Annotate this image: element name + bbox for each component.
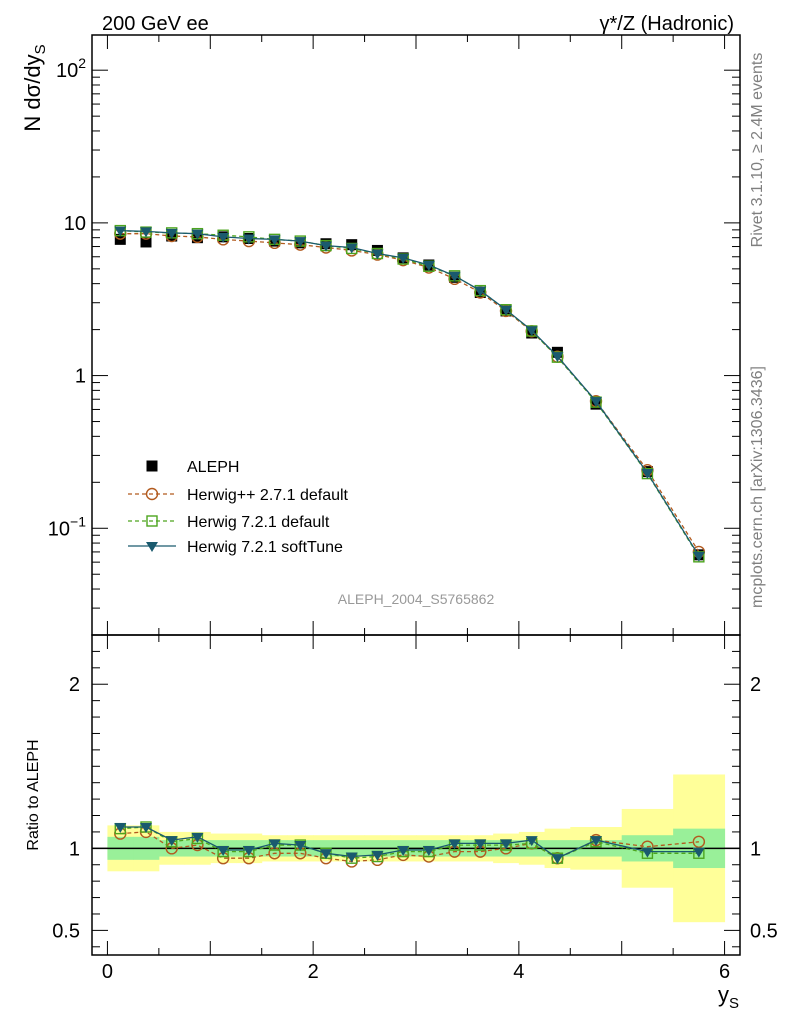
header-left: 200 GeV ee xyxy=(102,13,209,35)
legend-label: Herwig++ 2.7.1 default xyxy=(187,487,349,504)
ratio-y-tick-label: 1 xyxy=(69,838,80,860)
ratio-point-herwig-7-2-1-softtune xyxy=(320,849,332,860)
header-right: γ*/Z (Hadronic) xyxy=(600,13,734,35)
ratio-y-tick-label: 0.5 xyxy=(52,920,80,942)
series-line-herwig-2-7-1-default xyxy=(120,233,700,553)
point-aleph xyxy=(140,236,152,248)
mcplots-label: mcplots.cern.ch [arXiv:1306.3436] xyxy=(749,366,766,608)
legend-marker xyxy=(146,515,158,527)
point-herwig-7-2-1-softtune xyxy=(371,249,384,260)
point-herwig-7-2-1-softtune xyxy=(692,551,705,562)
ratio-point-herwig-7-2-1-softtune xyxy=(422,845,435,856)
ratio-uncertainty-bands xyxy=(92,774,740,923)
ratio-y-tick-label: 2 xyxy=(69,674,80,696)
ratio-point-herwig-7-2-1-softtune xyxy=(641,847,654,858)
point-herwig-7-2-1-softtune xyxy=(191,229,204,240)
x-tick-label: 2 xyxy=(308,961,319,983)
ratio-point-herwig-7-2-1-softtune xyxy=(448,839,461,850)
ratio-point-herwig-7-2-1-softtune xyxy=(268,839,281,850)
series-line-herwig-7-2-1-default xyxy=(120,229,700,558)
point-herwig-7-2-1-softtune xyxy=(525,326,538,337)
point-herwig-7-2-1-softtune xyxy=(448,271,461,282)
ratio-point-herwig-2-7-1-default xyxy=(692,835,706,848)
ratio-point-herwig-7-2-1-softtune xyxy=(165,836,178,847)
point-herwig-7-2-1-softtune xyxy=(345,243,358,254)
x-axis-title: yS xyxy=(718,982,739,1012)
ratio-point-herwig-7-2-1-softtune xyxy=(397,845,410,856)
point-herwig-7-2-1-softtune xyxy=(641,469,654,480)
legend-marker xyxy=(146,460,158,472)
legend-entry: ALEPH xyxy=(146,459,239,476)
y-tick-label: 10−1 xyxy=(48,513,86,540)
point-herwig-7-2-1-softtune xyxy=(474,286,487,297)
ratio-point-herwig-7-2-1-softtune xyxy=(294,841,307,852)
point-herwig-7-2-1-softtune xyxy=(551,352,564,363)
legend-entry: Herwig++ 2.7.1 default xyxy=(128,487,349,504)
y-tick-label: 1 xyxy=(75,366,86,388)
ratio-point-herwig-7-2-1-softtune xyxy=(242,845,255,856)
x-tick-label: 6 xyxy=(719,961,730,983)
ratio-plot-marks xyxy=(114,821,706,868)
ratio-frame xyxy=(91,634,741,956)
y-tick-label: 10 xyxy=(64,213,86,235)
legend: ALEPH Herwig++ 2.7.1 default Herwig 7.2.1 … xyxy=(128,459,349,556)
legend-label: Herwig 7.2.1 softTune xyxy=(187,539,343,556)
main-y-axis-title: N dσ/dyS xyxy=(20,44,49,131)
rivet-label: Rivet 3.1.10, ≥ 2.4M events xyxy=(749,53,766,248)
point-herwig-7-2-1-softtune xyxy=(165,228,178,239)
legend-entry: Herwig 7.2.1 default xyxy=(128,514,330,531)
svg-text:yS: yS xyxy=(718,982,739,1012)
ratio-point-herwig-7-2-1-softtune xyxy=(500,839,512,850)
point-herwig-7-2-1-softtune xyxy=(217,232,230,243)
ratio-point-herwig-7-2-1-softtune xyxy=(474,839,487,850)
x-tick-label: 0 xyxy=(102,961,113,983)
point-herwig-7-2-1-softtune xyxy=(294,237,307,248)
point-herwig-7-2-1-softtune xyxy=(268,235,281,246)
ratio-point-herwig-7-2-1-softtune xyxy=(590,836,602,847)
ratio-point-herwig-7-2-1-softtune xyxy=(551,854,564,865)
ratio-point-herwig-7-2-1-softtune xyxy=(140,823,152,833)
ratio-point-herwig-7-2-1-softtune xyxy=(191,832,204,843)
ratio-point-herwig-7-2-1-softtune xyxy=(371,850,384,861)
axes: 0 2 4 6 10−1 1 10 102 0.5 0.5 1 1 2 2 xyxy=(48,34,778,983)
ratio-y-axis-title: Ratio to ALEPH xyxy=(25,739,42,850)
ratio-point-herwig-7-2-1-softtune xyxy=(114,823,127,833)
ratio-point-herwig-7-2-1-softtune xyxy=(217,845,230,856)
ratio-y-tick-label-right: 1 xyxy=(750,838,761,860)
x-tick-label: 4 xyxy=(513,961,524,983)
point-herwig-7-2-1-softtune xyxy=(320,241,332,252)
ratio-point-herwig-7-2-1-softtune xyxy=(525,836,538,847)
ratio-point-herwig-7-2-1-softtune xyxy=(345,852,358,863)
ratio-y-tick-label-right: 2 xyxy=(750,674,761,696)
analysis-watermark: ALEPH_2004_S5765862 xyxy=(338,591,495,607)
point-herwig-7-2-1-softtune xyxy=(500,305,512,316)
series-line-herwig-7-2-1-softtune xyxy=(120,229,700,557)
legend-label: ALEPH xyxy=(187,459,239,476)
point-herwig-7-2-1-softtune xyxy=(140,227,152,238)
point-herwig-7-2-1-softtune xyxy=(590,397,602,408)
legend-label: Herwig 7.2.1 default xyxy=(187,514,330,531)
legend-marker xyxy=(145,487,159,501)
point-herwig-7-2-1-softtune xyxy=(422,260,435,271)
main-plot-marks xyxy=(114,224,706,563)
point-herwig-7-2-1-softtune xyxy=(397,253,410,264)
legend-entry: Herwig 7.2.1 softTune xyxy=(128,539,343,556)
legend-marker xyxy=(146,542,158,552)
point-herwig-7-2-1-softtune xyxy=(242,234,255,245)
ratio-point-herwig-7-2-1-softtune xyxy=(692,847,705,858)
svg-text:N dσ/dyS: N dσ/dyS xyxy=(20,44,49,131)
point-herwig-7-2-1-softtune xyxy=(114,226,127,237)
ratio-y-tick-label-right: 0.5 xyxy=(750,920,778,942)
y-tick-label: 102 xyxy=(56,55,86,82)
